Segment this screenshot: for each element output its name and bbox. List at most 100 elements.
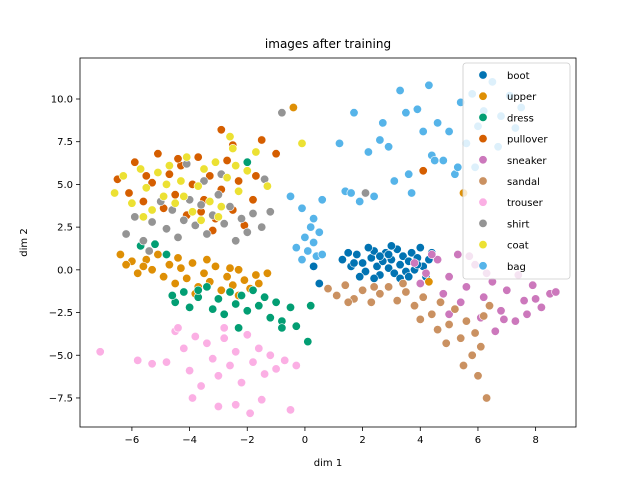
x-axis: −6 −4 −2 0 2 4 6 8 — [125, 427, 539, 446]
point-trouser — [133, 355, 143, 365]
point-bag — [378, 118, 388, 128]
point-sneaker — [528, 280, 538, 290]
point-coat — [159, 191, 169, 201]
point-upper — [262, 268, 272, 278]
point-pullover — [257, 135, 267, 145]
point-dress — [254, 301, 264, 311]
point-bag — [407, 188, 417, 198]
point-coat — [162, 179, 172, 189]
point-coat — [164, 161, 174, 171]
point-coat — [262, 181, 272, 191]
point-bag — [444, 127, 454, 137]
point-pullover — [170, 190, 180, 200]
x-tick-label: 6 — [475, 435, 481, 446]
point-sneaker — [453, 250, 463, 260]
legend: boot upper dress pullover sneaker sandal trous… — [462, 62, 571, 280]
point-coat — [170, 198, 180, 208]
point-pullover — [147, 178, 157, 188]
point-coat — [179, 191, 189, 201]
point-coat — [216, 202, 226, 212]
point-sandal — [476, 342, 486, 352]
point-shirt — [190, 220, 200, 230]
point-pullover — [164, 169, 174, 179]
point-upper — [424, 277, 434, 287]
point-sandal — [470, 328, 480, 338]
point-coat — [153, 168, 163, 178]
point-bag — [395, 86, 405, 96]
point-trouser — [162, 357, 172, 367]
point-upper — [254, 278, 264, 288]
point-coat — [211, 157, 221, 167]
legend-label-upper: upper — [507, 92, 537, 103]
point-sandal — [343, 297, 353, 307]
point-sandal — [409, 301, 419, 311]
point-boot — [404, 272, 414, 282]
point-pullover — [173, 154, 183, 164]
point-sandal — [340, 280, 350, 290]
point-upper — [159, 272, 169, 282]
point-boot — [407, 248, 417, 258]
point-sandal — [461, 316, 471, 326]
point-upper — [121, 260, 131, 270]
point-sandal — [467, 350, 477, 360]
point-boot — [352, 250, 362, 260]
x-tick-label: 0 — [302, 435, 308, 446]
point-upper — [225, 263, 235, 273]
point-sneaker — [499, 314, 509, 324]
point-coat — [138, 212, 148, 222]
point-sandal — [484, 301, 494, 311]
point-bag — [317, 195, 327, 205]
point-trouser — [245, 408, 255, 418]
point-boot — [369, 273, 379, 283]
point-dress — [219, 309, 229, 319]
legend-label-boot: boot — [507, 71, 530, 82]
point-sandal — [398, 278, 408, 288]
point-upper — [153, 250, 163, 260]
point-sneaker — [536, 302, 546, 312]
point-sandal — [418, 292, 428, 302]
points-layer — [95, 77, 561, 418]
point-bag — [317, 250, 327, 260]
point-boot — [343, 248, 353, 258]
point-sneaker — [461, 282, 471, 292]
point-coat — [110, 188, 120, 198]
point-boot — [386, 241, 396, 251]
point-sneaker — [519, 296, 529, 306]
point-sandal — [441, 338, 451, 348]
point-trouser — [260, 369, 270, 379]
point-sneaker — [479, 292, 489, 302]
point-pullover — [124, 188, 134, 198]
x-tick-label: −4 — [182, 435, 197, 446]
point-dress — [150, 239, 160, 249]
point-upper — [173, 253, 183, 263]
point-shirt — [242, 227, 252, 237]
point-bag — [285, 191, 295, 201]
point-bag — [384, 142, 394, 152]
y-tick-label: −7.5 — [49, 393, 73, 404]
point-bag — [438, 156, 448, 166]
point-sandal — [482, 393, 492, 403]
point-trouser — [202, 338, 212, 348]
point-shirt — [231, 236, 241, 246]
point-coat — [182, 152, 192, 162]
point-trouser — [257, 395, 267, 405]
point-boot — [384, 263, 394, 273]
point-sneaker — [456, 297, 466, 307]
point-sneaker — [427, 250, 437, 260]
point-trouser — [265, 350, 275, 360]
point-bag — [369, 191, 379, 201]
point-sneaker — [490, 326, 500, 336]
point-sneaker — [438, 289, 448, 299]
point-trouser — [231, 347, 241, 357]
point-pullover — [234, 176, 244, 186]
point-bag — [309, 214, 319, 224]
point-dress — [225, 287, 235, 297]
point-trouser — [237, 378, 247, 388]
y-tick-label: −5.0 — [49, 351, 73, 362]
x-tick-label: −6 — [125, 435, 140, 446]
point-sneaker — [444, 309, 454, 319]
point-sandal — [433, 325, 443, 335]
legend-label-dress: dress — [507, 113, 534, 124]
point-trouser — [271, 364, 281, 374]
point-shirt — [265, 207, 275, 217]
